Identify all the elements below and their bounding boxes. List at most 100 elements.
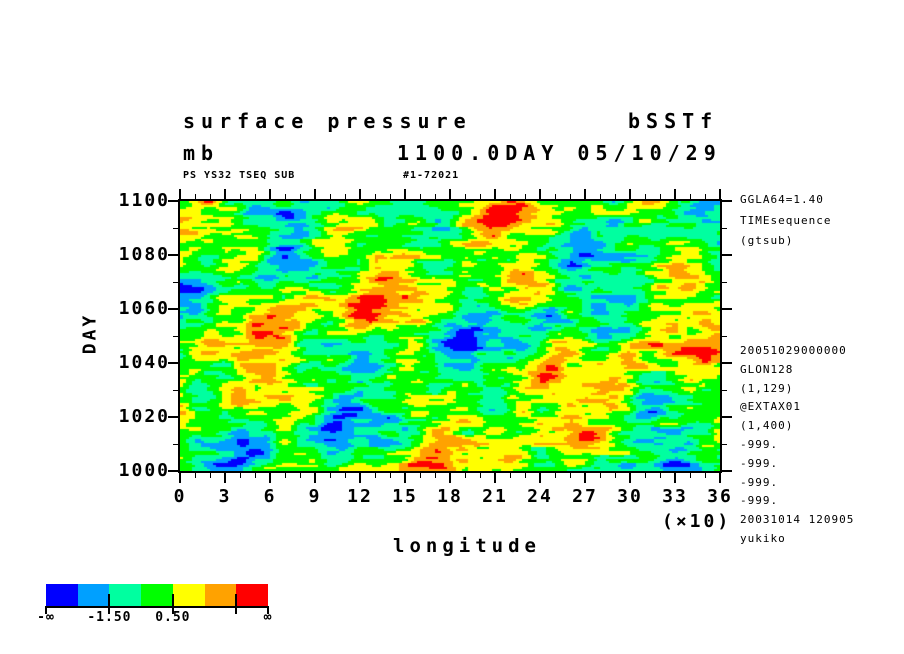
x-major-tick (719, 472, 721, 483)
x-minor-tick (479, 194, 481, 200)
x-tick-label: 21 (482, 486, 508, 507)
x-minor-tick (419, 194, 421, 200)
y-major-tick (168, 470, 179, 472)
x-minor-tick (659, 472, 661, 478)
x-major-tick (584, 189, 586, 200)
x-major-tick (674, 189, 676, 200)
y-tick-label: 1060 (118, 298, 170, 319)
colorbar-tick-label: 0.50 (155, 610, 191, 625)
y-minor-tick (721, 281, 727, 283)
x-minor-tick (509, 472, 511, 478)
x-minor-tick (284, 194, 286, 200)
x-major-tick (404, 472, 406, 483)
y-major-tick (168, 362, 179, 364)
x-major-tick (179, 189, 181, 200)
plot-frame (178, 199, 722, 473)
y-major-tick (721, 200, 732, 202)
colorbar-tick (267, 606, 269, 614)
x-minor-tick (194, 472, 196, 478)
x-major-tick (629, 189, 631, 200)
x-axis-title: longitude (393, 535, 541, 557)
x-major-tick (539, 472, 541, 483)
x-major-tick (404, 189, 406, 200)
x-tick-label: 15 (392, 486, 418, 507)
colorbar-segment (109, 584, 142, 606)
x-minor-tick (509, 194, 511, 200)
colorbar-tick-label: -∞ (37, 610, 55, 625)
x-minor-tick (389, 472, 391, 478)
x-minor-tick (644, 194, 646, 200)
y-tick-label: 1000 (118, 460, 170, 481)
units-label: mb (183, 141, 220, 165)
y-major-tick (721, 254, 732, 256)
x-minor-tick (239, 472, 241, 478)
annotation-line: -999. (740, 494, 779, 508)
x-minor-tick (329, 472, 331, 478)
y-tick-label: 1080 (118, 244, 170, 265)
x-major-tick (269, 472, 271, 483)
time-label: 1100.0DAY 05/10/29 (397, 141, 722, 165)
x-major-tick (629, 472, 631, 483)
colorbar-segment (172, 584, 206, 606)
y-minor-tick (721, 335, 727, 337)
x-minor-tick (209, 194, 211, 200)
x-tick-label: 36 (707, 486, 733, 507)
x-minor-tick (254, 194, 256, 200)
x-minor-tick (344, 194, 346, 200)
x-minor-tick (689, 472, 691, 478)
x-minor-tick (569, 194, 571, 200)
annotation-line: 20031014 120905 (740, 513, 855, 527)
x-minor-tick (254, 472, 256, 478)
x-minor-tick (209, 472, 211, 478)
x-major-tick (314, 189, 316, 200)
y-minor-tick (721, 443, 727, 445)
x-tick-label: 0 (173, 486, 187, 507)
x-minor-tick (299, 472, 301, 478)
y-major-tick (168, 254, 179, 256)
x-minor-tick (689, 194, 691, 200)
colorbar-segment (77, 584, 110, 606)
x-tick-label: 24 (527, 486, 553, 507)
x-minor-tick (569, 472, 571, 478)
x-major-tick (359, 472, 361, 483)
colorbar-segment (46, 584, 79, 606)
y-minor-tick (173, 335, 179, 337)
x-tick-label: 18 (437, 486, 463, 507)
annotation-line: -999. (740, 438, 779, 451)
y-tick-label: 1040 (118, 352, 170, 373)
colorbar-tick-label: -1.50 (87, 610, 132, 625)
page-title: surface pressure (183, 109, 472, 133)
run-info-label: PS YS32 TSEQ SUB (183, 170, 296, 181)
y-minor-tick (721, 227, 727, 229)
x-minor-tick (419, 472, 421, 478)
annotation-line: -999. (740, 456, 779, 470)
x-tick-label: 33 (662, 486, 688, 507)
annotation-line: (gtsub) (740, 234, 794, 247)
x-minor-tick (284, 472, 286, 478)
x-minor-tick (644, 472, 646, 478)
x-minor-tick (299, 194, 301, 200)
y-minor-tick (173, 389, 179, 391)
annotation-line: TIMEsequence (740, 213, 832, 227)
x-minor-tick (704, 472, 706, 478)
colorbar-tick (45, 606, 47, 614)
annotation-line: GLON128 (740, 362, 794, 376)
x-minor-tick (194, 194, 196, 200)
y-major-tick (168, 308, 179, 310)
x-major-tick (449, 189, 451, 200)
x-minor-tick (524, 472, 526, 478)
x-major-tick (494, 472, 496, 483)
y-minor-tick (173, 443, 179, 445)
y-major-tick (721, 308, 732, 310)
colorbar-tick-label: ∞ (263, 610, 273, 625)
colorbar-segment (204, 584, 237, 606)
x-tick-label: 9 (308, 486, 322, 507)
x-axis-scale-label: (×10) (662, 511, 732, 532)
colorbar-segment (236, 584, 269, 606)
colorbar-tick (108, 594, 111, 614)
x-major-tick (224, 472, 226, 483)
x-minor-tick (524, 194, 526, 200)
annotation-line: -999. (740, 475, 779, 489)
colorbar-segment (141, 584, 174, 606)
annotation-line: GGLA64=1.40 (740, 193, 824, 206)
